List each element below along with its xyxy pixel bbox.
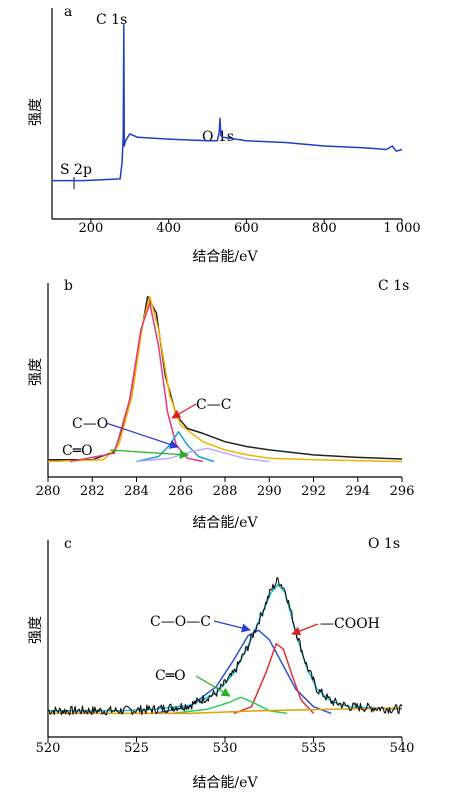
x-tick-label: 520 bbox=[36, 741, 61, 756]
series-line bbox=[154, 629, 332, 715]
panel-b-annotation-co: C—O bbox=[72, 416, 108, 432]
x-tick-label: 400 bbox=[156, 221, 181, 236]
panel-b-xlabel: 结合能/eV bbox=[192, 515, 258, 531]
panel-a-xlabel: 结合能/eV bbox=[192, 249, 258, 265]
x-tick-label: 292 bbox=[301, 484, 326, 499]
panel-b-letter: b bbox=[64, 278, 73, 294]
panel-c: c O 1s C—O—C —COOH C═O 结合能/eV 强度 520 525 5… bbox=[28, 536, 414, 791]
panel-a-annotation-s2p: S 2p bbox=[60, 162, 92, 178]
series-line bbox=[136, 431, 215, 463]
panel-c-letter: c bbox=[64, 536, 72, 552]
series-line bbox=[233, 642, 315, 715]
x-tick-label: 280 bbox=[36, 484, 61, 499]
x-tick-label: 800 bbox=[312, 221, 337, 236]
panel-b-annotation-cc: C—C bbox=[196, 397, 231, 413]
panel-b: b C 1s C—C C—O C═O 结合能/eV 强度 280 282 284 28… bbox=[28, 278, 414, 531]
annotation-arrow bbox=[291, 623, 319, 636]
panel-c-annotation-cooh: —COOH bbox=[320, 616, 380, 632]
x-tick-label: 294 bbox=[345, 484, 370, 499]
x-tick-label: 200 bbox=[78, 221, 103, 236]
panel-a: a C 1s O 1s S 2p 结合能/eV 强度 200 400 600 800 1… bbox=[28, 4, 421, 265]
panel-b-ylabel: 强度 bbox=[28, 358, 44, 386]
x-tick-label: 282 bbox=[80, 484, 105, 499]
series-line bbox=[47, 576, 403, 716]
panel-b-title: C 1s bbox=[378, 278, 409, 294]
x-tick-label: 600 bbox=[234, 221, 259, 236]
panel-c-xlabel: 结合能/eV bbox=[192, 775, 258, 791]
series-line bbox=[47, 295, 403, 463]
series-line bbox=[52, 24, 403, 182]
x-tick-label: 530 bbox=[213, 741, 238, 756]
x-tick-label: 1 000 bbox=[383, 221, 420, 236]
series-line bbox=[48, 584, 403, 712]
series-line bbox=[48, 295, 403, 461]
panel-a-annotation-c1s: C 1s bbox=[96, 12, 127, 28]
x-tick-label: 296 bbox=[390, 484, 415, 499]
x-tick-label: 288 bbox=[213, 484, 238, 499]
x-tick-label: 535 bbox=[301, 741, 326, 756]
annotation-arrow bbox=[195, 675, 231, 697]
series-line bbox=[136, 447, 270, 463]
x-tick-label: 540 bbox=[390, 741, 415, 756]
panel-a-letter: a bbox=[64, 4, 72, 20]
annotation-arrow bbox=[105, 422, 179, 449]
panel-c-annotation-coc: C—O—C bbox=[150, 614, 211, 630]
panel-a-ylabel: 强度 bbox=[28, 98, 44, 126]
panel-c-title: O 1s bbox=[368, 536, 400, 552]
annotation-arrow bbox=[171, 403, 197, 419]
x-tick-label: 525 bbox=[124, 741, 149, 756]
panel-b-annotation-c=o: C═O bbox=[62, 443, 93, 459]
x-tick-label: 284 bbox=[124, 484, 149, 499]
panel-c-ylabel: 强度 bbox=[28, 616, 44, 644]
x-tick-label: 290 bbox=[257, 484, 282, 499]
annotation-arrow bbox=[109, 449, 189, 460]
annotation-arrow bbox=[213, 620, 251, 633]
panel-c-annotation-c=o: C═O bbox=[155, 668, 186, 684]
x-tick-label: 286 bbox=[168, 484, 193, 499]
